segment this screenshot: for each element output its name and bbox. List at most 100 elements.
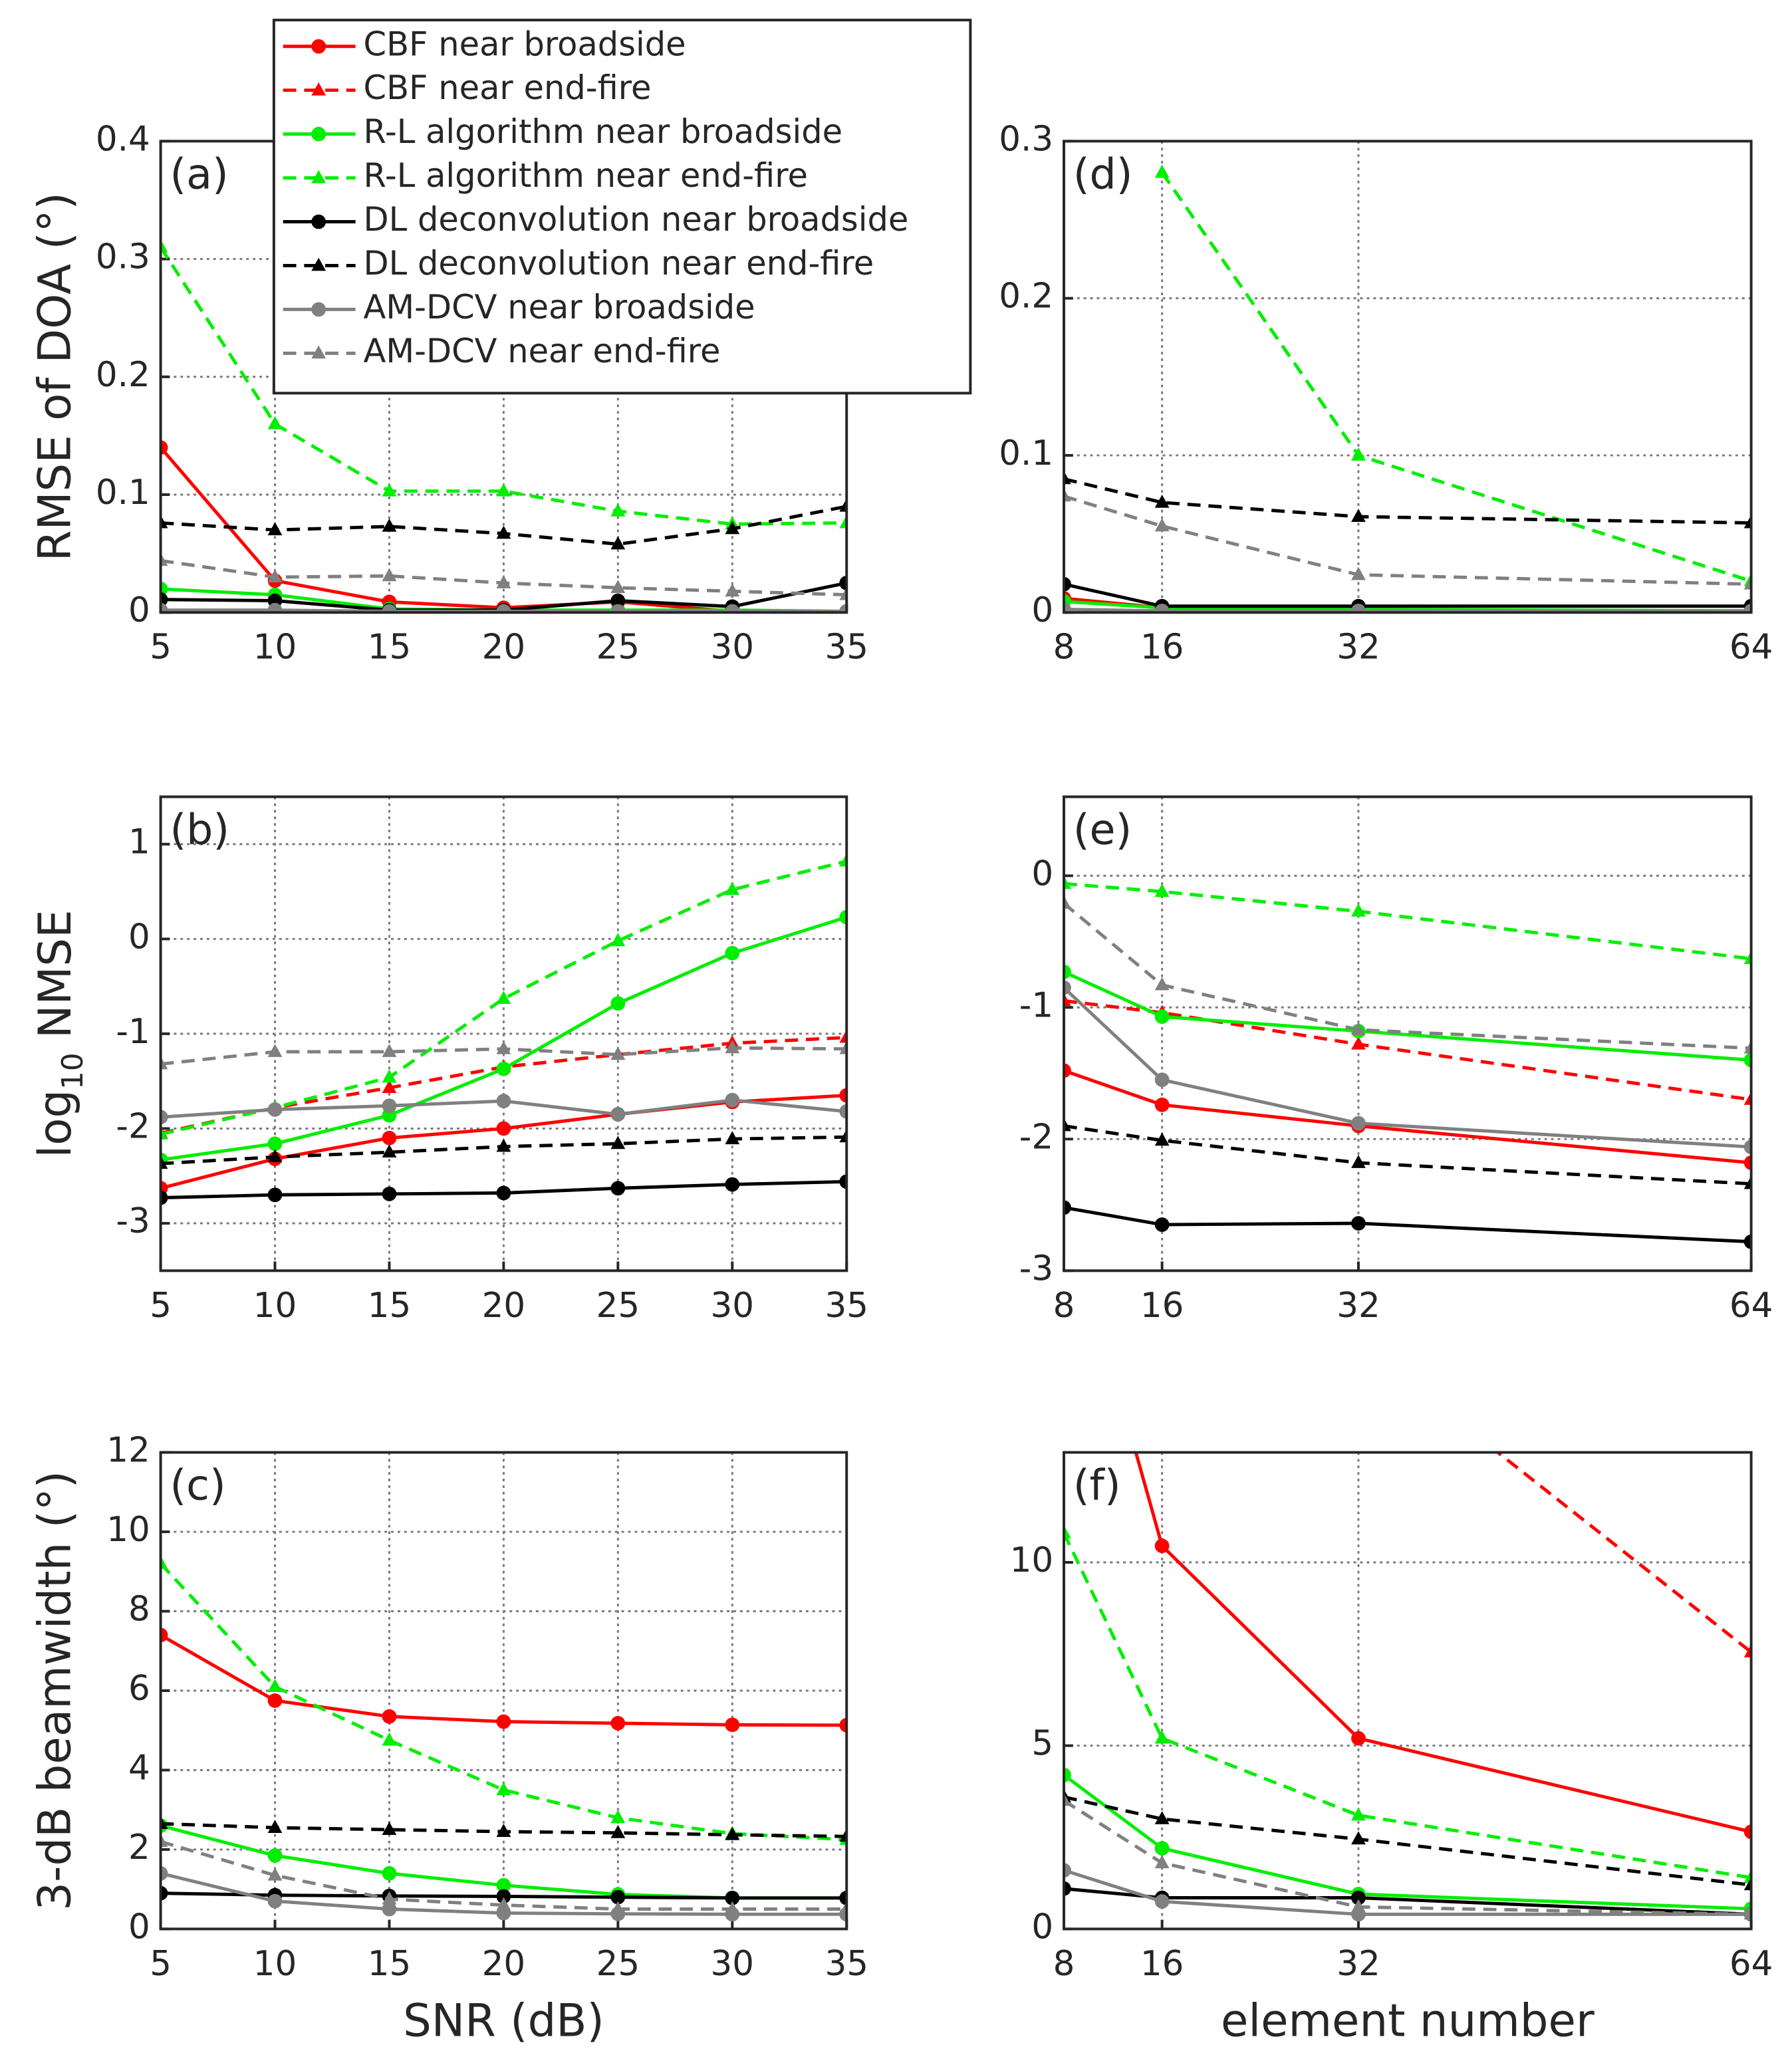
marker (610, 1046, 626, 1060)
x-axis-label: SNR (dB) (403, 1995, 604, 2047)
marker (1351, 1036, 1366, 1050)
marker (1743, 576, 1751, 590)
marker (160, 239, 168, 253)
marker (1743, 1234, 1751, 1249)
y-axis-label: log10 NMSE (29, 909, 90, 1157)
marker (382, 604, 397, 613)
marker (496, 1877, 511, 1893)
marker (1743, 1824, 1751, 1840)
marker (1351, 1216, 1366, 1231)
marker (496, 1714, 511, 1729)
marker (1743, 1906, 1751, 1920)
marker (496, 1782, 511, 1796)
y-tick-label: -2 (116, 1106, 150, 1146)
legend-box (272, 19, 972, 395)
series-line (1063, 495, 1751, 586)
marker (1351, 1155, 1366, 1168)
marker (160, 1628, 168, 1643)
marker (1351, 1731, 1366, 1746)
marker (1743, 1877, 1751, 1891)
marker (160, 1834, 168, 1847)
legend-label: AM-DCV near broadside (364, 288, 755, 326)
marker (382, 518, 397, 532)
series-line (1063, 902, 1751, 1050)
marker (839, 1104, 847, 1119)
marker (839, 1029, 847, 1043)
x-tick-label: 15 (368, 1944, 412, 1984)
x-tick-label: 32 (1337, 628, 1380, 667)
panel: 8 16 32 64 -3 -2 -1 0 (e) (1019, 795, 1773, 1326)
series-line (1063, 1773, 1751, 1911)
x-tick-label: 16 (1140, 628, 1184, 667)
x-tick-label: 10 (253, 628, 297, 667)
marker (839, 1129, 847, 1143)
marker (725, 1826, 740, 1840)
series-line (1063, 1799, 1751, 1916)
marker (1743, 603, 1751, 613)
marker (382, 1891, 397, 1905)
marker (1154, 884, 1170, 897)
marker (1063, 895, 1071, 909)
marker (382, 1044, 397, 1057)
x-tick-label: 8 (1053, 628, 1075, 667)
marker (610, 1810, 626, 1824)
marker (1743, 1040, 1751, 1054)
data-layer (160, 853, 847, 1205)
marker (725, 604, 740, 613)
x-tick-label: 35 (825, 628, 868, 667)
marker (160, 440, 168, 455)
marker (1351, 903, 1366, 917)
marker (267, 1044, 283, 1057)
y-tick-label: 0.3 (999, 119, 1053, 159)
marker (267, 1693, 283, 1708)
marker (1743, 1140, 1751, 1155)
series-line (1063, 608, 1751, 613)
y-tick-label: 0.4 (96, 119, 150, 159)
marker (610, 503, 626, 517)
series-line (1063, 970, 1751, 1062)
marker (610, 996, 626, 1011)
marker (1154, 1217, 1170, 1232)
marker (1351, 1890, 1366, 1905)
marker (1743, 951, 1751, 964)
marker (382, 1144, 397, 1158)
marker (496, 604, 511, 613)
marker (160, 1555, 168, 1569)
y-tick-label: -1 (1019, 985, 1053, 1025)
marker (267, 522, 283, 536)
x-tick-label: 20 (482, 1944, 526, 1984)
plot-area (1063, 141, 1751, 613)
marker (160, 552, 168, 566)
y-tick-label: 4 (128, 1748, 150, 1788)
marker (725, 1177, 740, 1192)
x-tick-label: 10 (253, 1286, 297, 1326)
marker (839, 853, 847, 867)
y-tick-label: 6 (128, 1669, 150, 1709)
axes-frame (1062, 140, 1753, 614)
panel-label: (d) (1073, 149, 1133, 198)
y-axis-label-part: NMSE (29, 909, 81, 1052)
marker (382, 1901, 397, 1917)
axes-frame (1062, 1451, 1753, 1931)
marker (725, 882, 740, 896)
marker (610, 580, 626, 593)
series-line (1063, 1868, 1751, 1916)
y-tick-label: 8 (128, 1590, 150, 1630)
marker (267, 1149, 283, 1163)
x-tick-label: 35 (825, 1944, 868, 1984)
marker (496, 1138, 511, 1152)
marker (1063, 1525, 1071, 1538)
series-line (1134, 1452, 1751, 1834)
marker (496, 1040, 511, 1054)
marker (839, 909, 847, 925)
x-tick-label: 16 (1140, 1286, 1184, 1326)
marker (1154, 1072, 1170, 1088)
marker (725, 1901, 740, 1915)
marker (839, 1901, 847, 1915)
marker (160, 1155, 168, 1169)
legend-label: CBF near end-fire (364, 68, 652, 107)
marker (382, 1709, 397, 1724)
marker (1154, 1538, 1170, 1554)
y-tick-label: 0 (1031, 590, 1053, 630)
